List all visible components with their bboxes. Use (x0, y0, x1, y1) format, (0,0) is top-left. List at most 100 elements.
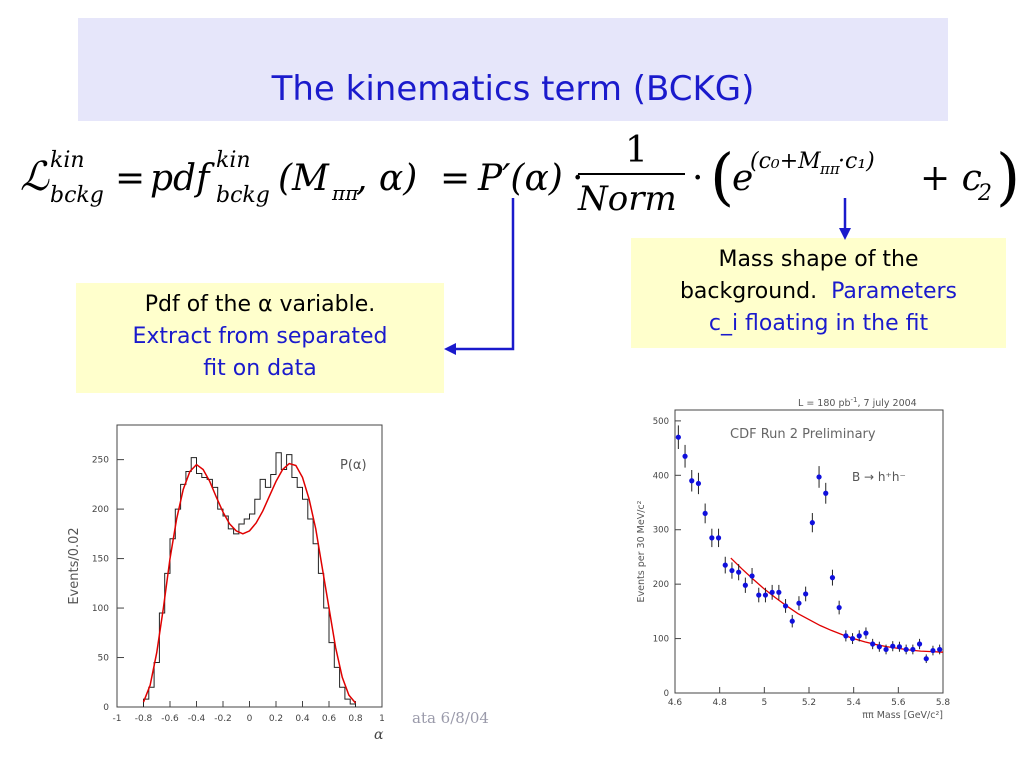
right-chart-ytick-label: 200 (653, 580, 669, 590)
right-chart-data-point (883, 646, 889, 653)
right-chart-data-point (729, 567, 735, 574)
right-chart-top-label: L = 180 pb-1, 7 july 2004 (798, 396, 917, 409)
right-chart-data-point (736, 569, 742, 575)
left-chart-xtick-label: 0.2 (269, 714, 283, 724)
left-chart-ytick-label: 100 (92, 604, 109, 614)
right-chart-ylabel: Events per 30 MeV/c² (636, 500, 647, 602)
right-chart-data-point (896, 644, 903, 650)
alpha-note-line2: Extract from separated (132, 324, 388, 349)
formula-exp-power-end: ·c₁) (838, 149, 875, 174)
formula-plus-term: + c (920, 158, 982, 199)
mass-note-line2a: background. (679, 279, 818, 304)
left-chart-xtick-label: -0.6 (161, 714, 179, 724)
formula-dot1: · (572, 158, 583, 199)
left-chart-legend: P(α) (340, 458, 367, 473)
right-chart-data-point (749, 573, 755, 579)
right-chart-fit-curve (730, 557, 944, 653)
left-chart-xtick-label: 0 (247, 714, 253, 724)
right-chart-ytick-label: 400 (653, 471, 669, 481)
formula-args-sub: ππ (331, 181, 359, 205)
mass-note-line2b: Parameters (831, 279, 958, 304)
left-chart-ytick-label: 150 (92, 555, 109, 565)
left-chart-ytick-label: 50 (98, 654, 110, 664)
right-chart-data-point (910, 646, 916, 653)
right-chart-axes: 4.6 4.8 5 5.2 5.4 5.6 5.8 0 100 200 300 400 500 (653, 409, 951, 708)
right-chart-data-point (715, 535, 722, 541)
slide-title: The kinematics term (BCKG) (271, 69, 755, 109)
formula-pdf-sub: bckg (216, 183, 270, 208)
right-chart-data-point (796, 600, 802, 606)
mass-note-line3: c_i floating in the fit (708, 311, 929, 336)
right-chart-ytick-label: 300 (653, 526, 669, 536)
title-banner: The kinematics term (BCKG) (78, 18, 948, 121)
right-chart-data-point (709, 535, 715, 541)
right-chart-marks (675, 425, 944, 664)
right-chart-data-point (816, 474, 822, 480)
formula-plus-sub: 2 (977, 181, 992, 206)
right-chart-data-point (856, 633, 862, 639)
right-chart-top-label-main: L = 180 pb (798, 398, 851, 409)
formula-dot2: · (692, 158, 703, 199)
right-chart-data-point (722, 562, 728, 568)
right-chart-legend: B → h⁺h⁻ (852, 470, 906, 484)
right-chart-data-point (829, 575, 836, 581)
right-chart-top-label-end: , 7 july 2004 (858, 398, 917, 409)
right-chart-ytick-label: 100 (653, 635, 669, 645)
formula-lhs-sub: bckg (50, 183, 104, 208)
right-chart-data-point (916, 641, 923, 647)
left-chart-ytick-label: 0 (103, 703, 109, 713)
right-chart-xtick-label: 5.8 (936, 698, 951, 708)
left-chart-xtick-label: -0.2 (214, 714, 232, 724)
right-chart-data-point (689, 478, 695, 484)
left-chart-xtick-label: 0.8 (348, 714, 363, 724)
right-chart-data-point (930, 647, 936, 654)
left-chart-xtick-label: -1 (113, 714, 122, 724)
formula-pdf: pdf (150, 158, 215, 199)
right-chart-xtick-label: 4.6 (668, 698, 683, 708)
right-chart-data-point (870, 641, 876, 647)
left-chart-marks (142, 452, 357, 707)
left-chart-xtick-label: -0.8 (135, 714, 153, 724)
right-chart-data-point (782, 603, 789, 609)
alpha-note-line1: Pdf of the α variable. (144, 292, 376, 317)
right-chart-top-label-sup: -1 (851, 396, 858, 404)
left-chart-fit-curve (142, 462, 357, 704)
right-chart-xtick-label: 5 (761, 698, 767, 708)
formula-pdf-sup: kin (216, 148, 251, 173)
alpha-note: Pdf of the α variable. Extract from sepa… (76, 283, 444, 393)
right-chart-data-point (890, 643, 896, 649)
mass-distribution-chart: 4.6 4.8 5 5.2 5.4 5.6 5.8 0 100 200 300 400 500 L = … (636, 396, 951, 721)
right-chart-xlabel: ππ Mass [GeV/c²] (862, 710, 943, 721)
alpha-arrow-line (452, 198, 515, 351)
likelihood-formula: ℒ kin bckg = pdf kin bckg (M ππ , α) = P… (20, 130, 1020, 219)
formula-lhs: ℒ (20, 154, 50, 200)
right-chart-data-point (742, 582, 748, 588)
right-chart-data-point (843, 633, 849, 639)
left-chart-histogram (143, 452, 356, 707)
left-chart-xtick-label: 0.4 (295, 714, 310, 724)
left-chart-ytick-label: 200 (92, 505, 109, 515)
formula-exp-power: (c₀+M (750, 149, 821, 174)
right-chart-data-point (836, 604, 842, 611)
right-chart-data-point (923, 656, 929, 662)
formula-args-open: (M (278, 158, 330, 199)
formula-exp-base: e (732, 158, 753, 199)
left-chart-xtick-label: 0.6 (322, 714, 337, 724)
formula-paren-open: ( (710, 140, 734, 213)
right-chart-data-point (803, 591, 809, 597)
slide-footer: ata 6/8/04 (412, 709, 489, 727)
right-chart-data-point (682, 453, 688, 459)
right-chart-xtick-label: 5.4 (847, 698, 862, 708)
formula-lhs-sup: kin (50, 148, 85, 173)
right-chart-frame (674, 409, 944, 694)
right-chart-data-point (756, 592, 762, 598)
right-chart-data-point (823, 490, 829, 496)
right-chart-xtick-label: 5.2 (802, 698, 816, 708)
right-chart-data-point (702, 510, 708, 517)
right-chart-data-point (776, 589, 782, 595)
right-chart-ytick-label: 0 (664, 689, 669, 699)
formula-p-prime: P′(α) (477, 158, 563, 199)
left-chart-ylabel: Events/0.02 (67, 527, 82, 604)
left-chart-ytick-label: 250 (92, 456, 109, 466)
right-chart-data-point (769, 589, 775, 595)
